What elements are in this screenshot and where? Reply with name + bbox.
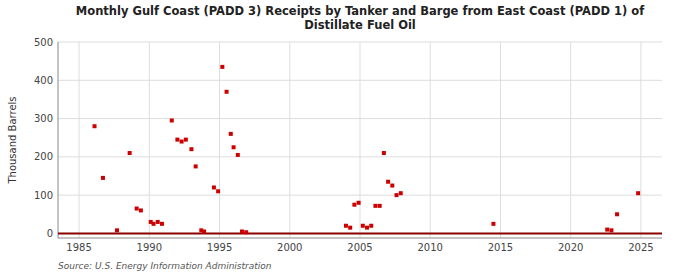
point: [240, 229, 244, 233]
x-tick-label: 2025: [628, 242, 653, 253]
x-tick-label: 1995: [207, 242, 232, 253]
point: [382, 151, 386, 155]
grid-line: [360, 42, 361, 238]
point: [386, 180, 390, 184]
y-axis-line: [58, 42, 59, 238]
x-tick-label: 2015: [488, 242, 513, 253]
point: [212, 185, 216, 189]
y-tick-label: 0: [47, 228, 53, 239]
point: [232, 145, 236, 149]
source: Source: U.S. Energy Information Administ…: [58, 261, 272, 271]
point: [236, 153, 240, 157]
point: [135, 207, 139, 211]
y-tick-label: 300: [34, 113, 53, 124]
point: [202, 229, 206, 233]
zero-line: [58, 232, 662, 234]
y-axis-label: Thousand Barrels: [7, 96, 18, 184]
point: [365, 226, 369, 230]
grid-line: [570, 42, 571, 238]
point: [348, 226, 352, 230]
grid-line: [58, 233, 662, 234]
point: [175, 138, 179, 142]
point: [491, 222, 495, 226]
point: [189, 147, 193, 151]
point: [395, 193, 399, 197]
grid-line: [500, 42, 501, 238]
point: [361, 224, 365, 228]
point: [128, 151, 132, 155]
x-tick-label: 2020: [558, 242, 583, 253]
point: [139, 208, 143, 212]
point: [229, 132, 233, 136]
plot-area: [58, 65, 662, 234]
x-tick-label: 2005: [347, 242, 372, 253]
x-tick-label: 2000: [277, 242, 302, 253]
point: [180, 140, 184, 144]
point: [357, 201, 361, 205]
point: [101, 176, 105, 180]
point: [220, 65, 224, 69]
point: [615, 212, 619, 216]
point: [184, 138, 188, 142]
grid-line: [430, 42, 431, 238]
grid-line: [219, 42, 220, 238]
point: [115, 228, 119, 232]
point: [344, 224, 348, 228]
point: [399, 191, 403, 195]
point: [244, 230, 248, 234]
point: [216, 189, 220, 193]
point: [152, 222, 156, 226]
point: [369, 224, 373, 228]
point: [225, 90, 229, 94]
point: [352, 203, 356, 207]
y-tick-label: 500: [34, 37, 53, 48]
x-tick-label: 1990: [137, 242, 162, 253]
grid-line: [289, 42, 290, 238]
point: [156, 220, 160, 224]
point: [194, 164, 198, 168]
point: [170, 118, 174, 122]
point: [390, 184, 394, 188]
x-tick-label: 1985: [66, 242, 91, 253]
point: [160, 222, 164, 226]
point: [605, 228, 609, 232]
grid: [58, 42, 662, 238]
y-tick-label: 100: [34, 190, 53, 201]
x-axis-line: [58, 238, 662, 239]
grid-line: [79, 42, 80, 238]
y-tick-label: 400: [34, 75, 53, 86]
point: [378, 204, 382, 208]
chart: Monthly Gulf Coast (PADD 3) Receipts by …: [0, 0, 675, 275]
point: [373, 204, 377, 208]
point: [636, 191, 640, 195]
x-tick-label: 2010: [418, 242, 443, 253]
grid-line: [640, 42, 641, 238]
point: [609, 228, 613, 232]
grid-line: [149, 42, 150, 238]
title: Monthly Gulf Coast (PADD 3) Receipts by …: [76, 4, 645, 32]
point: [93, 124, 97, 128]
y-tick-label: 200: [34, 151, 53, 162]
